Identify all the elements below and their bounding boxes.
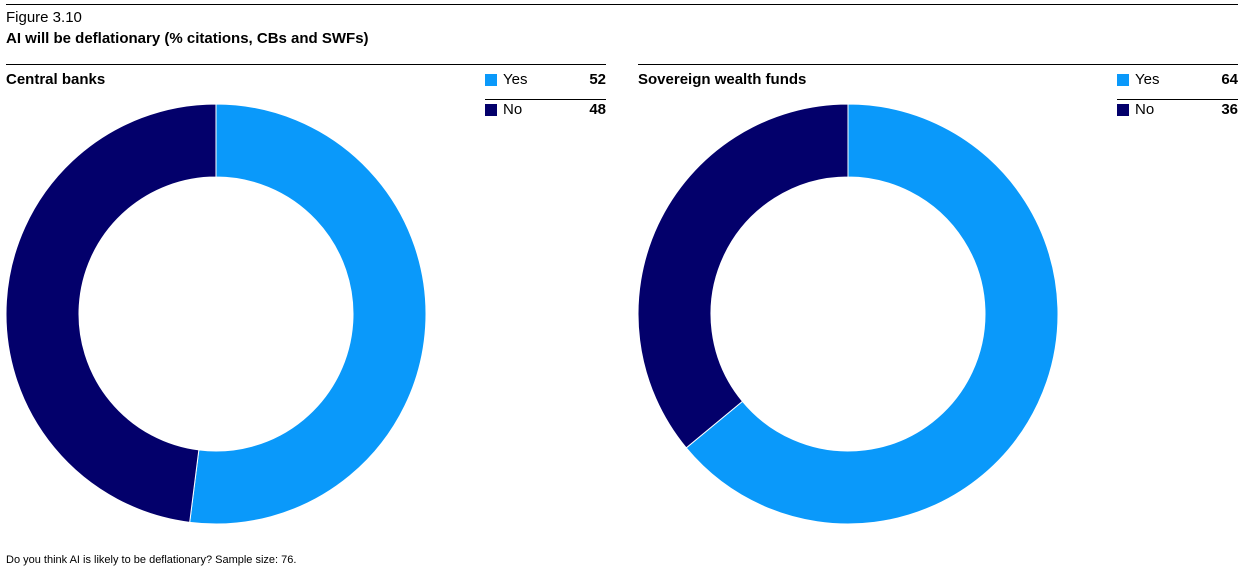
legend-label-no: No [1135, 101, 1155, 118]
legend-item-yes: Yes 64 [1117, 70, 1238, 99]
donut-chart [6, 104, 426, 524]
legend-label-no: No [503, 101, 523, 118]
legend-swatch-no [485, 104, 497, 116]
legend-item-no: No 36 [1117, 99, 1238, 129]
legend-swatch-yes [1117, 74, 1129, 86]
legend-item-yes: Yes 52 [485, 70, 606, 99]
chart-panel-central-banks: Central banks Yes 52 No 48 [6, 64, 606, 534]
figure-title: AI will be deflationary (% citations, CB… [6, 30, 369, 47]
footnote: Do you think AI is likely to be deflatio… [6, 554, 297, 566]
donut-slice-no [638, 104, 849, 449]
legend-label-yes: Yes [503, 71, 528, 88]
donut-slice-no [6, 104, 217, 523]
legend-value-no: 36 [1221, 101, 1238, 118]
chart-panel-sovereign-wealth-funds: Sovereign wealth funds Yes 64 No 36 [638, 64, 1238, 534]
legend-swatch-yes [485, 74, 497, 86]
legend-value-no: 48 [589, 101, 606, 118]
chart-title: Sovereign wealth funds [638, 71, 807, 88]
donut-slice-yes [685, 104, 1058, 524]
legend-label-yes: Yes [1135, 71, 1160, 88]
chart-title: Central banks [6, 71, 106, 88]
top-rule [6, 4, 1238, 5]
panel-rule [638, 64, 1238, 65]
panel-rule [6, 64, 606, 65]
figure-label: Figure 3.10 [6, 9, 82, 26]
donut-chart [638, 104, 1058, 524]
donut-slice-yes [189, 104, 426, 524]
legend-item-no: No 48 [485, 99, 606, 129]
legend-value-yes: 52 [589, 71, 606, 88]
legend-swatch-no [1117, 104, 1129, 116]
legend-value-yes: 64 [1221, 71, 1238, 88]
chart-legend: Yes 52 No 48 [485, 70, 606, 129]
chart-legend: Yes 64 No 36 [1117, 70, 1238, 129]
